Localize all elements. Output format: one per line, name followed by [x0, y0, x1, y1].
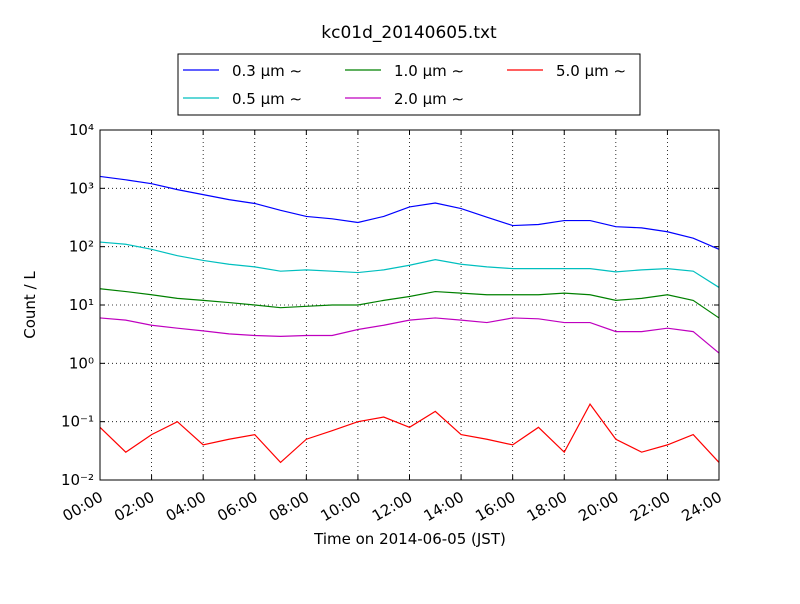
data-line	[99, 402, 720, 464]
x-tick-label: 06:00	[214, 488, 260, 525]
y-tick-label: 10³	[69, 179, 94, 197]
data-line	[99, 175, 720, 250]
y-tick-label: 10²	[69, 238, 94, 256]
x-tick-label: 00:00	[60, 488, 106, 525]
x-tick-label: 20:00	[575, 488, 621, 525]
y-tick-label: 10¹	[69, 296, 94, 314]
x-tick-label: 02:00	[111, 488, 157, 525]
x-tick-label: 10:00	[317, 488, 363, 525]
x-tick-label: 24:00	[679, 488, 725, 525]
y-tick-label: 10⁻¹	[61, 413, 94, 431]
x-tick-label: 08:00	[266, 488, 312, 525]
y-tick-label: 10⁰	[69, 354, 94, 372]
legend-label: 2.0 μm ∼	[394, 90, 464, 108]
x-axis-label: Time on 2014-06-05 (JST)	[313, 530, 506, 548]
y-tick-label: 10⁻²	[61, 471, 94, 489]
data-line	[99, 241, 720, 288]
data-line	[99, 317, 720, 354]
chart-title: kc01d_20140605.txt	[321, 23, 497, 43]
y-axis-label: Count / L	[21, 271, 39, 339]
legend-box	[177, 53, 641, 116]
x-tick-label: 16:00	[472, 488, 518, 525]
legend-label: 1.0 μm ∼	[394, 62, 464, 80]
plot-frame	[99, 129, 720, 481]
x-tick-label: 04:00	[163, 488, 209, 525]
legend-label: 5.0 μm ∼	[556, 62, 626, 80]
legend-label: 0.3 μm ∼	[232, 62, 302, 80]
y-tick-label: 10⁴	[69, 121, 94, 139]
x-tick-label: 14:00	[421, 488, 467, 525]
x-tick-label: 18:00	[524, 488, 570, 525]
data-line	[99, 288, 720, 319]
x-tick-label: 22:00	[627, 488, 673, 525]
legend: 0.3 μm ∼ 0.5 μm ∼ 1.0 μm ∼ 2.0 μm ∼ 5.0 μm ∼	[177, 53, 641, 116]
x-tick-label: 12:00	[369, 488, 415, 525]
legend-label: 0.5 μm ∼	[232, 90, 302, 108]
